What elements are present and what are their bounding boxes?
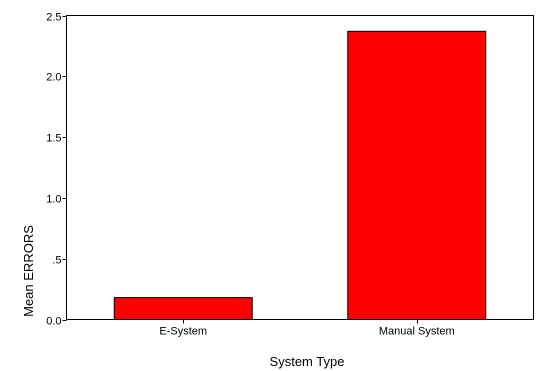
x-tick-label: Manual System: [379, 326, 455, 338]
x-axis-ticks: E-System Manual System: [159, 319, 455, 338]
x-tick-label: E-System: [159, 326, 207, 338]
y-axis-ticks: 0.0 .5 1.0 1.5 2.0 2.5: [46, 12, 67, 328]
y-tick-label: 1.0: [46, 194, 61, 206]
bar: [347, 30, 487, 320]
bar: [113, 297, 253, 320]
y-tick-label: .5: [52, 255, 61, 267]
y-tick-label: 2.0: [46, 72, 61, 84]
y-tick-label: 0.0: [46, 316, 61, 328]
y-tick-label: 1.5: [46, 133, 61, 145]
bars: [113, 30, 487, 320]
x-axis-title: System Type: [270, 354, 345, 369]
plot-frame: [66, 15, 534, 320]
y-axis-title: Mean ERRORS: [21, 225, 36, 317]
y-tick-label: 2.5: [46, 12, 61, 24]
